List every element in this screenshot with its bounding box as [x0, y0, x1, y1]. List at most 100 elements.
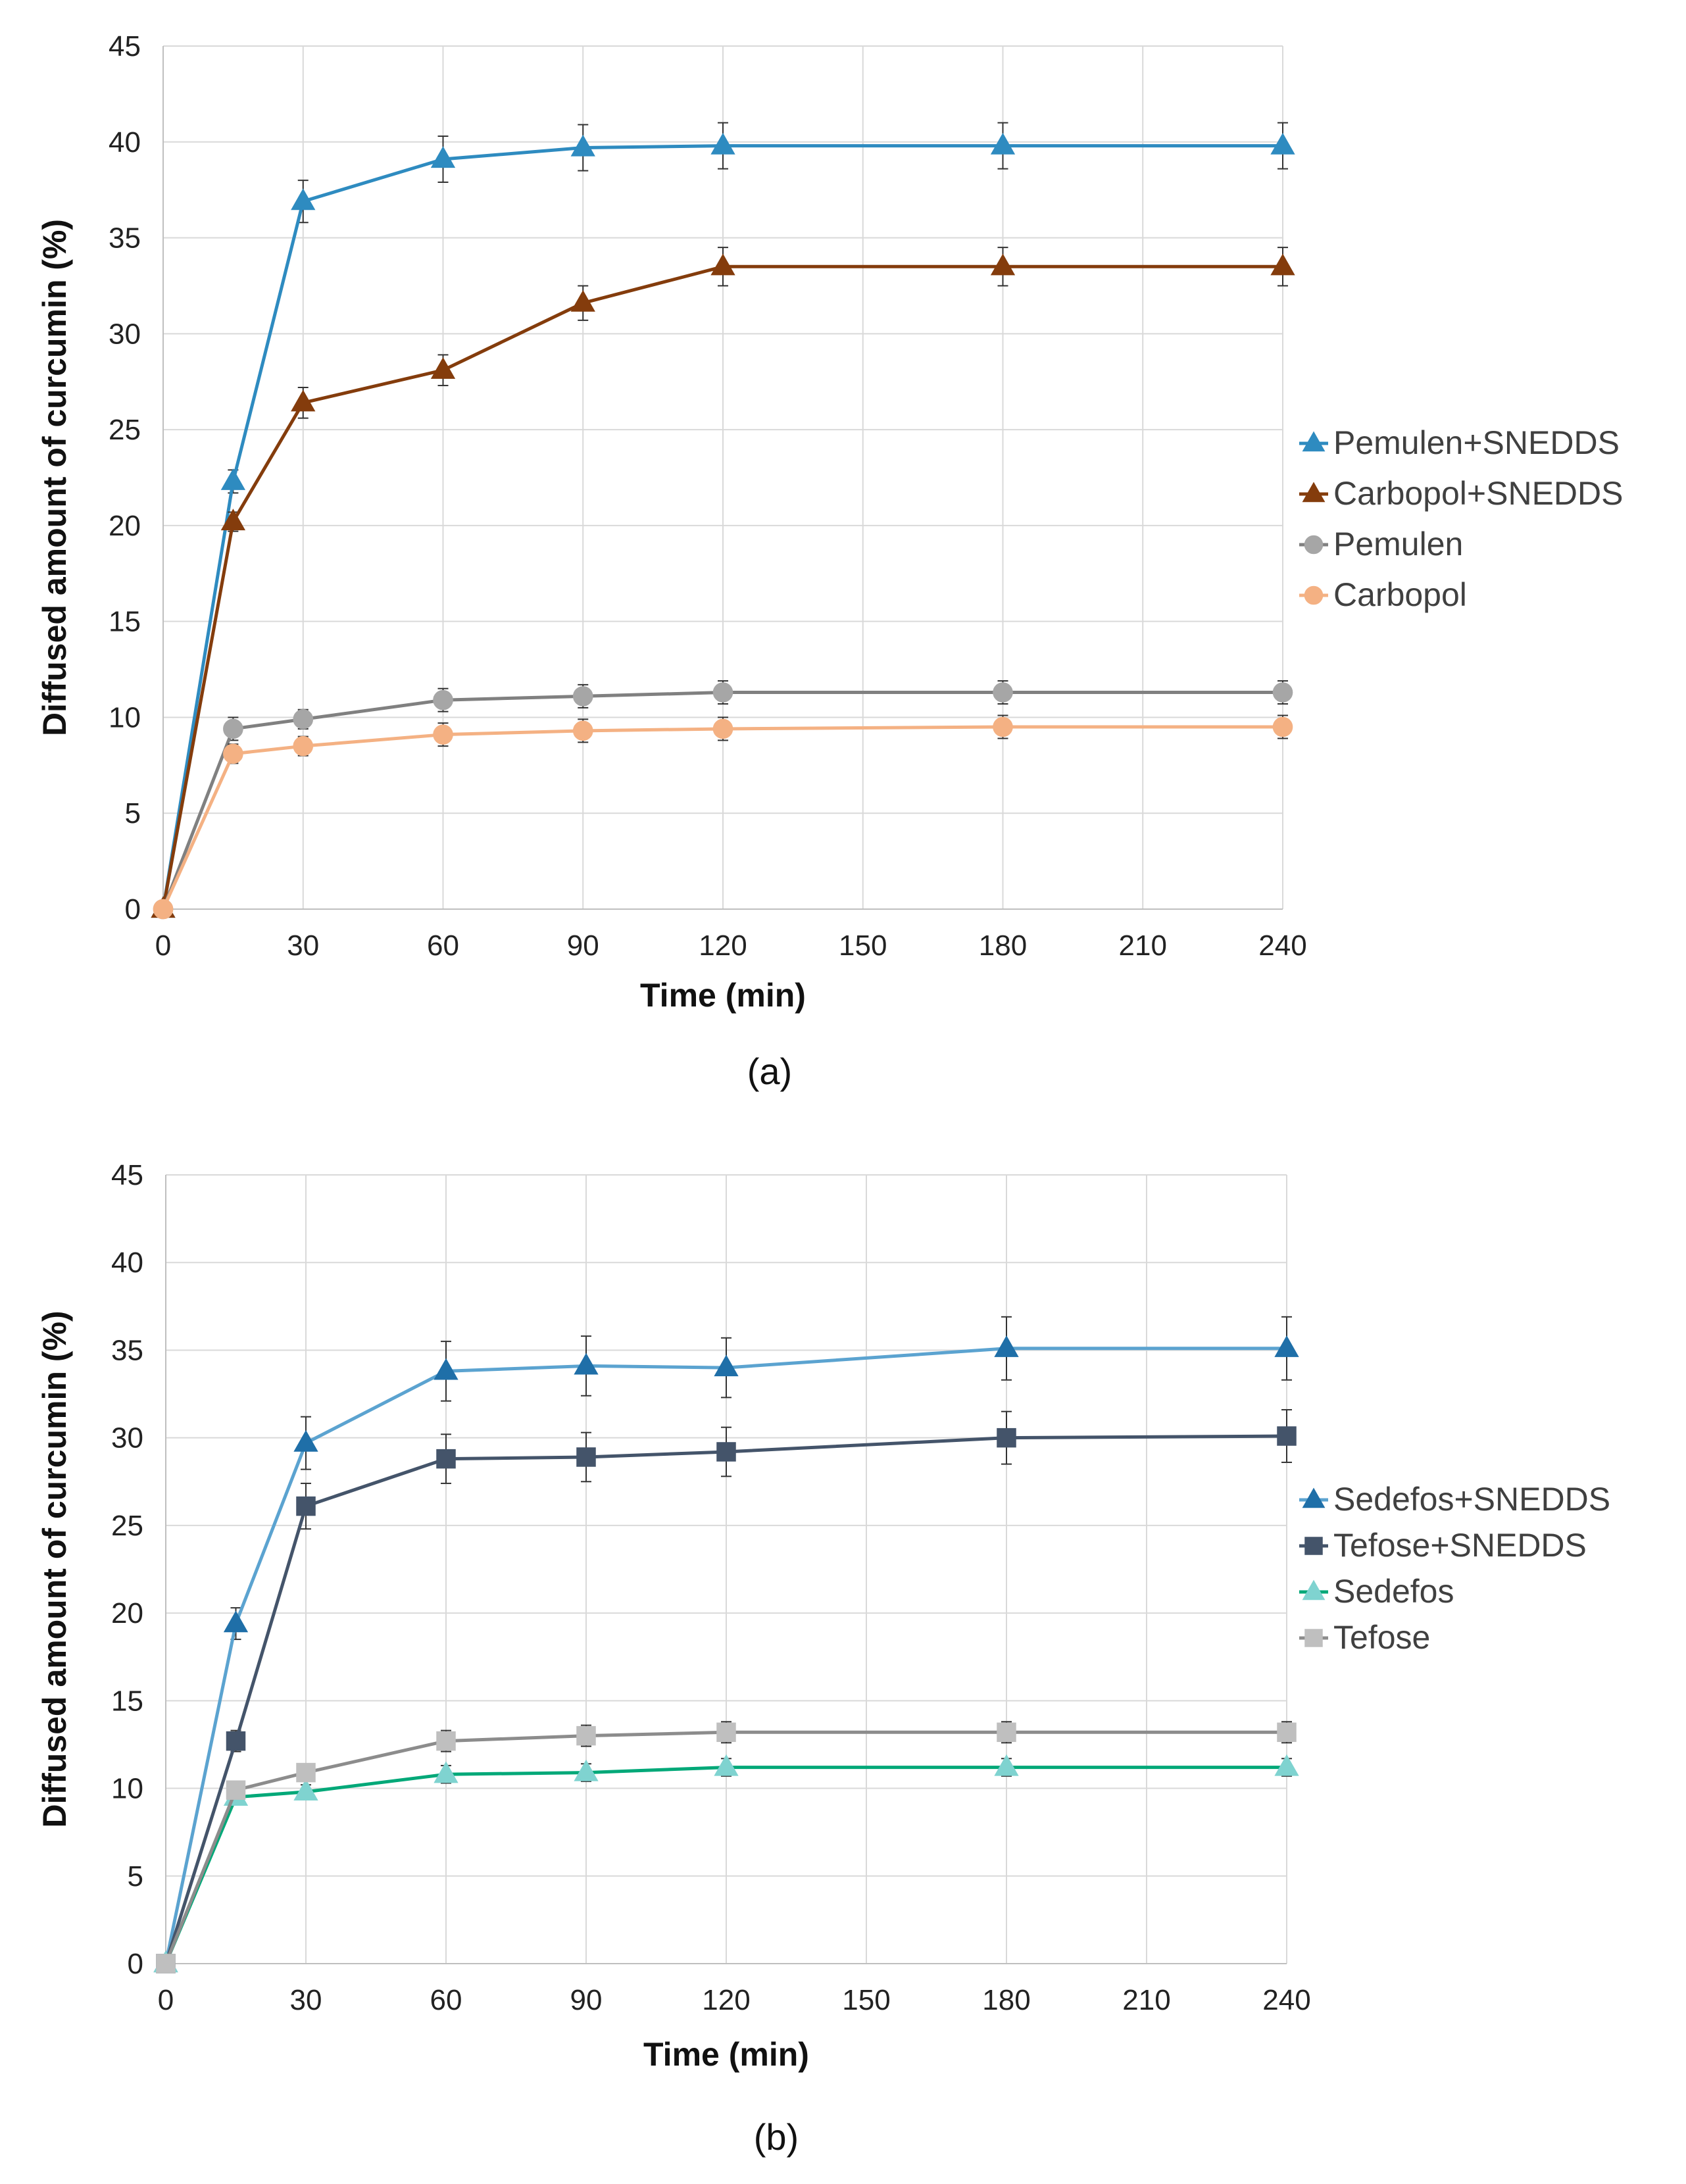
y-tick-label: 0	[128, 1948, 143, 1980]
legend-item: Carbopol	[1299, 576, 1467, 613]
legend-marker	[1304, 535, 1324, 555]
legend-item: Tefose+SNEDDS	[1299, 1527, 1587, 1564]
y-tick-label: 30	[109, 318, 141, 350]
legend-label: Sedefos	[1333, 1573, 1454, 1610]
data-point	[1277, 1722, 1297, 1743]
x-axis-title: Time (min)	[640, 977, 806, 1014]
data-point	[1274, 1754, 1299, 1776]
series-line	[164, 1434, 1287, 1964]
data-point	[291, 188, 316, 211]
legend-marker	[1302, 1579, 1326, 1601]
legend-item: Pemulen+SNEDDS	[1299, 424, 1620, 461]
x-axis-title: Time (min)	[643, 2036, 809, 2073]
x-tick-label: 150	[839, 930, 887, 962]
x-tick-label: 90	[570, 1984, 603, 2016]
series-line	[164, 1766, 1287, 1964]
legend-label: Carbopol	[1333, 576, 1467, 613]
y-tick-label: 5	[125, 797, 141, 830]
data-point	[572, 686, 593, 707]
data-point	[570, 289, 595, 312]
y-tick-label: 40	[111, 1247, 143, 1279]
data-point	[226, 1780, 246, 1800]
x-tick-label: 0	[155, 930, 171, 962]
y-tick-label: 35	[111, 1334, 143, 1366]
data-point	[716, 1442, 736, 1462]
legend-label: Sedefos+SNEDDS	[1333, 1481, 1610, 1518]
data-point	[436, 1449, 456, 1469]
legend-item: Carbopol+SNEDDS	[1299, 475, 1623, 512]
data-point	[220, 509, 246, 531]
x-tick-label: 210	[1122, 1984, 1170, 2016]
legend-item: Pemulen	[1299, 526, 1463, 562]
x-tick-label: 150	[842, 1984, 890, 2016]
data-point	[1270, 253, 1295, 276]
data-point	[1274, 1335, 1299, 1357]
data-point	[574, 1759, 599, 1781]
y-tick-label: 10	[109, 701, 141, 733]
series-sedefos-snedds	[153, 1316, 1299, 1973]
data-point	[293, 735, 314, 757]
data-point	[1272, 716, 1293, 737]
data-point	[576, 1447, 596, 1467]
x-tick-label: 120	[699, 930, 747, 962]
data-point	[226, 1731, 246, 1751]
x-tick-label: 180	[982, 1984, 1030, 2016]
data-point	[710, 253, 735, 276]
x-tick-label: 210	[1119, 930, 1167, 962]
x-tick-label: 60	[430, 1984, 462, 2016]
panel-label: (a)	[747, 1051, 792, 1092]
series-tefose-snedds	[156, 1409, 1297, 1973]
data-point	[997, 1427, 1016, 1448]
data-point	[574, 1353, 599, 1375]
data-point	[433, 689, 453, 710]
data-point	[223, 743, 243, 764]
x-tick-label: 30	[290, 1984, 322, 2016]
data-point	[156, 1954, 176, 1973]
data-point	[436, 1731, 456, 1751]
y-tick-label: 45	[111, 1159, 143, 1191]
chart-panel-b: 0 5 10 15 20 25 30 35 40 45 0 30 60 90 120 150 180 210 240…	[36, 1159, 1610, 2158]
data-point	[993, 682, 1013, 703]
data-point	[576, 1725, 596, 1746]
data-point	[712, 718, 733, 739]
legend-marker	[1304, 1537, 1323, 1555]
y-axis-title: Diffused amount of curcumin (%)	[36, 1310, 73, 1827]
data-point	[293, 1779, 318, 1800]
data-point	[994, 1754, 1019, 1776]
legend-label: Tefose+SNEDDS	[1333, 1527, 1587, 1564]
series-line	[164, 1730, 1287, 1964]
series-sedefos	[153, 1754, 1299, 1973]
series-carbopol	[153, 714, 1293, 920]
y-tick-label: 15	[111, 1685, 143, 1717]
y-tick-label: 0	[125, 893, 141, 926]
legend-label: Carbopol+SNEDDS	[1333, 475, 1623, 512]
data-point	[291, 389, 316, 412]
data-point	[153, 899, 174, 920]
y-tick-label: 10	[111, 1773, 143, 1805]
data-point	[296, 1762, 316, 1783]
data-point	[990, 132, 1016, 155]
y-tick-label: 25	[111, 1510, 143, 1542]
x-tick-label: 60	[427, 930, 459, 962]
data-point	[993, 716, 1013, 737]
data-point	[223, 718, 243, 739]
gridlines	[162, 45, 1283, 910]
x-tick-label: 30	[287, 930, 319, 962]
data-point	[994, 1335, 1019, 1357]
data-point	[710, 132, 735, 155]
data-point	[223, 1610, 249, 1633]
data-point	[570, 134, 595, 157]
y-tick-label: 25	[109, 414, 141, 446]
data-point	[714, 1754, 739, 1776]
x-tick-label: 0	[158, 1984, 174, 2016]
y-tick-label: 20	[109, 510, 141, 542]
legend-label: Pemulen+SNEDDS	[1333, 424, 1620, 461]
y-axis-title: Diffused amount of curcumin (%)	[36, 219, 73, 736]
y-tick-label: 40	[109, 126, 141, 159]
legend-marker	[1302, 482, 1326, 503]
data-point	[293, 1429, 318, 1452]
panel-label: (b)	[754, 2116, 799, 2158]
x-tick-label: 180	[979, 930, 1027, 962]
data-point	[433, 724, 453, 745]
